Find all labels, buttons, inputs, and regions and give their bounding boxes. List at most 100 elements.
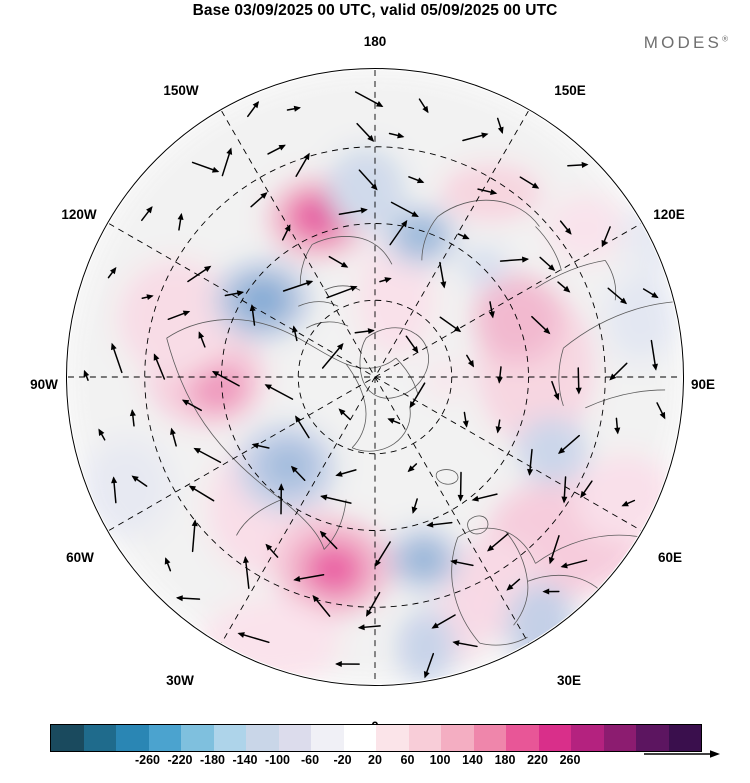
vector-scale-arrow-icon (644, 750, 720, 758)
wind-vector-head (252, 101, 260, 109)
wind-vector-head (211, 370, 220, 377)
colorbar-tick-labels: -260 -220 -180 -140 -100 -60 -20 20 60 100 140 180 2… (50, 753, 702, 773)
wind-vector-head (452, 640, 460, 647)
wind-vector-head (338, 408, 346, 416)
wind-vector-head (496, 376, 503, 384)
colorbar-swatch (51, 725, 84, 751)
meridian-label-120W: 120W (61, 207, 97, 222)
wind-vector-head (426, 521, 434, 528)
wind-vector-head (242, 555, 249, 564)
colorbar-tick: -100 (264, 753, 291, 767)
wind-vector-head (453, 325, 462, 333)
wind-vector-head (98, 428, 105, 436)
colorbar-swatch (311, 725, 344, 751)
wind-vector-head (265, 543, 273, 551)
colorbar-swatch (246, 725, 279, 751)
colorbar-tick: 220 (527, 753, 548, 767)
meridian-label-150W: 150W (163, 83, 199, 98)
wind-vector-head (407, 465, 415, 473)
meridian-label-60W: 60W (66, 550, 94, 565)
wind-vector-head (177, 212, 184, 221)
wind-vector-head (292, 325, 298, 333)
wind-vector-head (462, 233, 470, 240)
meridian-label-90W: 90W (30, 377, 58, 392)
colorbar-tick: -20 (333, 753, 352, 767)
wind-vector-head (305, 280, 314, 287)
colorbar-swatch (343, 725, 376, 751)
colorbar-swatch (213, 725, 246, 751)
wind-vector-head (527, 468, 534, 476)
colorbar-swatch (571, 725, 604, 751)
wind-vector-head (548, 556, 555, 565)
wind-vector-head (462, 420, 469, 428)
wind-vector-head (422, 105, 429, 114)
wind-vector-head (249, 304, 256, 312)
wind-vector-head (193, 447, 201, 454)
colorbar-tick: 20 (368, 753, 382, 767)
wind-vector-head (621, 500, 629, 507)
wind-vector-head (548, 264, 556, 271)
wind-vector-head (619, 297, 628, 305)
wind-vector-head (450, 559, 458, 566)
wind-vector-head (560, 562, 568, 569)
wind-vector-head (237, 632, 245, 638)
wind-vector-head (340, 261, 349, 268)
wind-vector-head (440, 281, 447, 289)
meridian-label-30E: 30E (556, 673, 582, 688)
wind-vector-head (490, 189, 498, 196)
wind-vector-head (293, 105, 301, 112)
wind-vector-head (370, 183, 378, 191)
wind-vector-head (601, 239, 608, 248)
wind-vector-head (164, 557, 171, 565)
wind-vector-head (188, 485, 197, 492)
wind-vector (265, 384, 294, 400)
wind-vector-head (558, 447, 566, 455)
wind-vector-head (360, 207, 368, 214)
wind-vector-head (542, 588, 550, 595)
meridian-label-180: 180 (363, 34, 387, 49)
colorbar-tick: -260 (134, 753, 161, 767)
colorbar-swatch (83, 725, 116, 751)
wind-vector-head (335, 661, 342, 668)
wind-vector-head (181, 399, 190, 406)
colorbar-swatch (636, 725, 669, 751)
map-canvas (67, 69, 683, 685)
wind-vector-head (487, 544, 495, 552)
colorbar-swatch (116, 725, 149, 751)
wind-vector-head (366, 609, 372, 617)
wind-vector-head (335, 470, 343, 477)
graticule (67, 69, 683, 685)
wind-vector-head (203, 265, 212, 273)
wind-vector-head (83, 369, 90, 378)
wind-vector-head (553, 393, 560, 401)
colorbar-swatch (538, 725, 571, 751)
colorbar-legend: -260 -220 -180 -140 -100 -60 -20 20 60 100 140 180 2… (0, 718, 750, 780)
wind-vector-head (111, 342, 117, 351)
projection-disc (66, 68, 684, 686)
wind-vectors (83, 91, 666, 679)
wind-vector-head (521, 256, 530, 263)
wind-vector-head (384, 277, 392, 283)
meridian-label-90E: 90E (690, 377, 716, 392)
wind-vector-head (409, 401, 416, 409)
colorbar-tick: -60 (300, 753, 320, 767)
wind-vector-head (131, 475, 139, 482)
wind-vector-head (397, 132, 405, 139)
wind-vector (244, 557, 250, 589)
colorbar-tick: -220 (167, 753, 193, 767)
wind-vector-head (581, 161, 589, 168)
wind-vector-head (357, 624, 365, 631)
wind-vector-head (293, 575, 301, 582)
colorbar-tick: 140 (462, 753, 483, 767)
wind-vector-head (374, 559, 381, 567)
wind-vector-head (411, 506, 418, 514)
wind-vector-head (367, 134, 375, 142)
wind-vector-head (319, 530, 327, 538)
wind-vector-head (481, 132, 489, 139)
wind-vector-head (290, 465, 298, 473)
brand-text: MODES (643, 33, 723, 52)
wind-vector-head (471, 495, 479, 502)
registered-mark: ® (722, 34, 728, 44)
colorbar-swatch (408, 725, 441, 751)
meridian-label-150E: 150E (554, 83, 586, 98)
